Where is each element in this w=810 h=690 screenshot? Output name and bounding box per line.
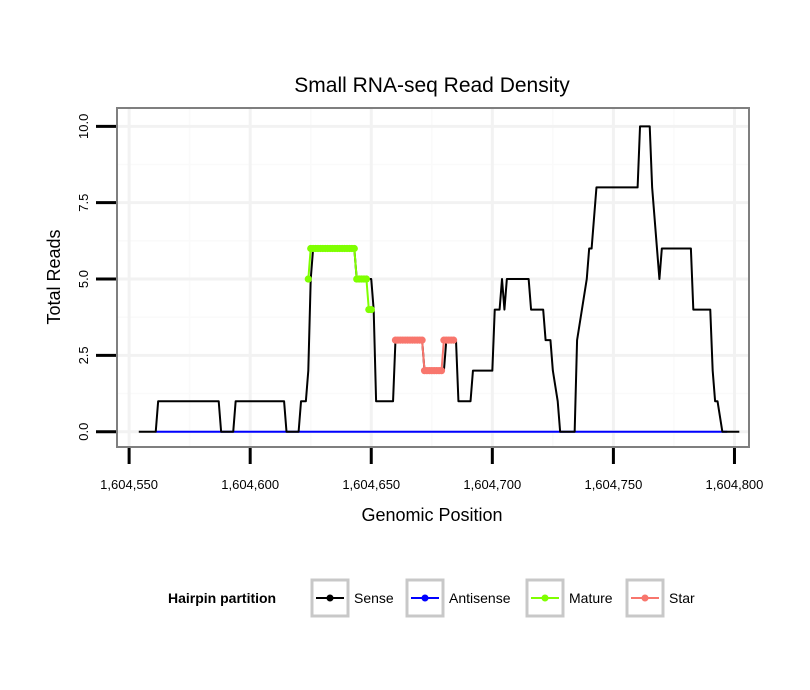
series-line-sense <box>138 125 740 433</box>
y-tick-label: 7.5 <box>76 194 91 212</box>
grid <box>117 108 749 447</box>
series-layer <box>138 125 740 433</box>
y-tick-label: 2.5 <box>76 346 91 364</box>
data-point-star <box>418 336 426 344</box>
data-point-star <box>437 367 446 375</box>
legend-item-star: Star <box>625 578 695 618</box>
legend-item-sense: Sense <box>310 578 394 618</box>
x-tick-label: 1,604,550 <box>100 477 158 492</box>
legend-label-sense: Sense <box>354 590 394 606</box>
legend-item-antisense: Antisense <box>405 578 511 618</box>
x-tick-label: 1,604,600 <box>221 477 279 492</box>
x-tick-label: 1,604,650 <box>342 477 400 492</box>
legend-item-mature: Mature <box>525 578 613 618</box>
legend-title: Hairpin partition <box>168 590 276 606</box>
y-tick-label: 5.0 <box>76 270 91 288</box>
data-point-mature <box>350 244 358 253</box>
legend-label-star: Star <box>669 590 695 606</box>
x-tick-label: 1,604,700 <box>463 477 521 492</box>
legend: Hairpin partition Sense Antisense Mature… <box>168 578 695 618</box>
data-point-mature <box>367 305 375 314</box>
data-point-mature <box>362 275 371 283</box>
axes: 1,604,550 1,604,600 1,604,650 1,604,700 1,60… <box>76 114 763 492</box>
y-tick-label: 0.0 <box>76 423 91 441</box>
legend-label-mature: Mature <box>569 590 613 606</box>
data-point-star <box>449 336 458 344</box>
y-tick-label: 10.0 <box>76 114 91 139</box>
y-axis-title: Total Reads <box>44 229 64 324</box>
plot-panel-border <box>116 107 750 448</box>
legend-label-antisense: Antisense <box>449 590 511 606</box>
x-axis-title: Genomic Position <box>361 505 502 525</box>
x-tick-label: 1,604,800 <box>706 477 764 492</box>
data-point-mature <box>304 275 312 283</box>
x-tick-label: 1,604,750 <box>584 477 642 492</box>
chart-title: Small RNA-seq Read Density <box>294 74 570 97</box>
